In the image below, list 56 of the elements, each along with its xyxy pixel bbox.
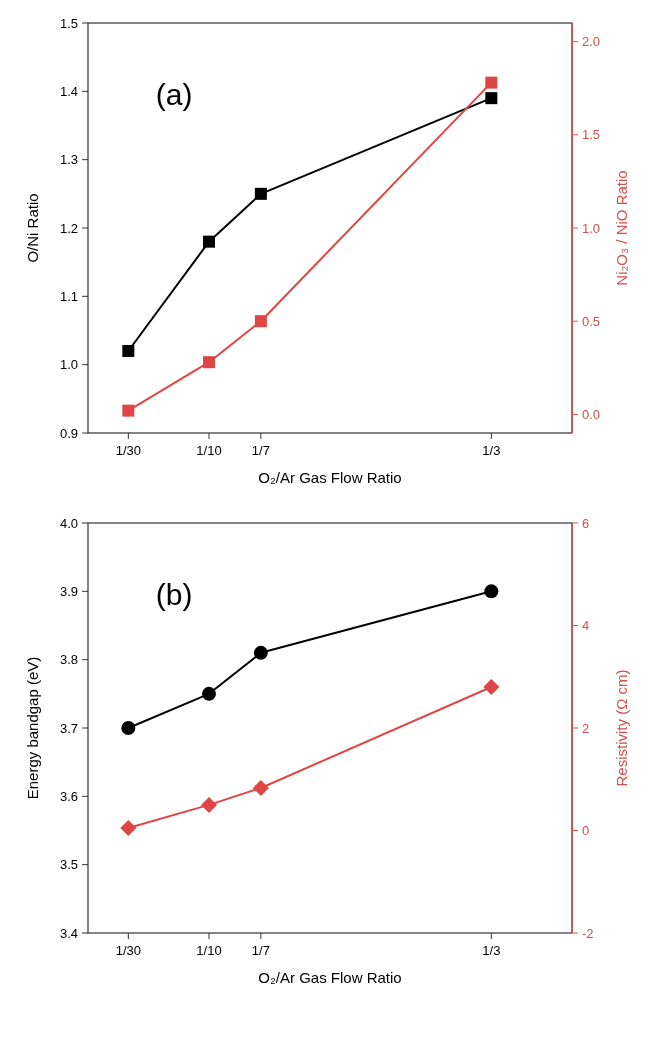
point <box>121 721 136 735</box>
y-tick-label: 1.2 <box>59 220 78 236</box>
y2-tick-label: 2 <box>582 720 590 736</box>
y-tick-label: 1.5 <box>59 15 78 31</box>
y-tick-label: 1.3 <box>59 152 78 168</box>
x-tick-label: 1/10 <box>196 943 222 958</box>
annotation: (b) <box>155 578 193 611</box>
point <box>483 679 500 695</box>
y-tick-label: 3.9 <box>59 583 78 599</box>
y2-tick-label: 6 <box>582 515 590 531</box>
y2-tick-label: 0 <box>582 823 590 839</box>
y2-tick-label: -2 <box>582 925 594 941</box>
y-tick-label: 3.4 <box>59 925 78 941</box>
x-tick-label: 1/30 <box>115 943 141 958</box>
x-tick-label: 1/3 <box>482 943 501 958</box>
y-tick-label: 1.1 <box>59 288 78 304</box>
y2-tick-label: 1.0 <box>582 220 601 236</box>
y-tick-label: 4.0 <box>59 515 78 531</box>
x-tick-label: 1/3 <box>482 443 501 458</box>
y-axis-title: O/Ni Ratio <box>24 193 41 263</box>
point <box>253 645 268 660</box>
x-tick-label: 1/7 <box>251 943 270 958</box>
point <box>122 404 135 417</box>
point <box>484 584 499 599</box>
x-tick-label: 1/10 <box>196 443 222 458</box>
y-tick-label: 1.4 <box>59 83 78 99</box>
x-tick-label: 1/30 <box>115 443 141 458</box>
y-tick-label: 0.9 <box>59 425 78 441</box>
y2-tick-label: 1.5 <box>582 127 601 143</box>
annotation: (a) <box>155 78 193 111</box>
point <box>254 187 267 200</box>
point <box>254 315 267 328</box>
point <box>202 686 216 701</box>
point <box>485 76 498 89</box>
point <box>485 92 498 105</box>
y-tick-label: 3.6 <box>59 788 78 804</box>
y-tick-label: 3.7 <box>59 720 78 736</box>
y-tick-label: 1.0 <box>59 357 78 373</box>
point <box>203 356 215 369</box>
y2-tick-label: 0.0 <box>582 406 601 422</box>
x-tick-label: 1/7 <box>251 443 270 458</box>
y2-axis-title: Resistivity (Ω cm) <box>613 669 630 787</box>
point <box>201 796 217 813</box>
point <box>252 779 269 796</box>
y2-tick-label: 0.5 <box>582 313 601 329</box>
x-axis-title: O₂/Ar Gas Flow Ratio <box>258 969 402 986</box>
point <box>120 819 137 836</box>
y-axis-title: Energy bandgap (eV) <box>24 656 41 800</box>
y2-tick-label: 2.0 <box>582 34 601 50</box>
point <box>203 235 215 248</box>
y-tick-label: 3.8 <box>59 652 78 668</box>
y2-tick-label: 4 <box>582 618 590 634</box>
point <box>122 345 135 357</box>
y-tick-label: 3.5 <box>59 857 78 873</box>
x-axis-title: O₂/Ar Gas Flow Ratio <box>258 469 402 486</box>
y2-axis-title: Ni₂O₃ / NiO Ratio <box>613 170 630 286</box>
